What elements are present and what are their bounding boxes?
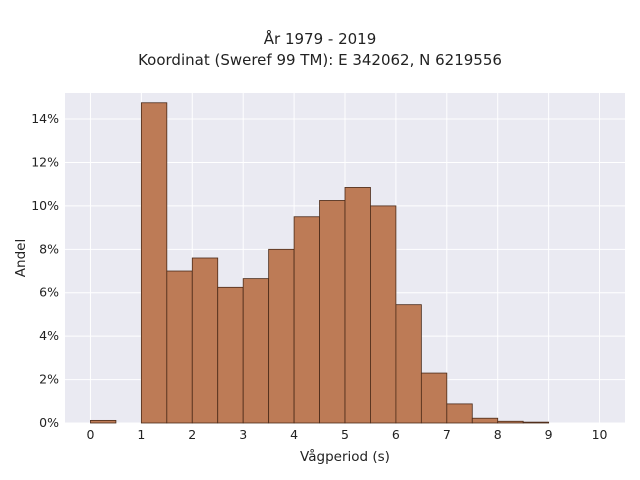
chart-title: År 1979 - 2019 [263, 30, 377, 48]
x-tick-label: 10 [592, 427, 608, 442]
x-tick-label: 2 [188, 427, 196, 442]
x-tick-label: 8 [494, 427, 502, 442]
histogram-bar [191, 257, 219, 424]
histogram-bar [242, 278, 270, 424]
x-tick-label: 3 [239, 427, 247, 442]
histogram-bar [319, 200, 346, 424]
x-tick-label: 0 [86, 427, 94, 442]
x-tick-label: 1 [137, 427, 145, 442]
y-tick-label: 14% [31, 111, 59, 126]
ticks-layer: 0 1 2 3 4 5 6 7 8 9 10 0% 2% 4% 6% 8% 10% 12% 14% [31, 111, 607, 442]
chart-subtitle: Koordinat (Sweref 99 TM): E 342062, N 62… [138, 51, 502, 69]
histogram-bar [395, 304, 422, 424]
histogram-bar [446, 403, 473, 424]
y-tick-label: 4% [39, 328, 59, 343]
histogram-bar [420, 372, 448, 424]
histogram-bar [344, 187, 371, 424]
histogram-bar [166, 270, 193, 424]
y-tick-label: 12% [31, 154, 59, 169]
y-tick-label: 6% [39, 285, 59, 300]
y-tick-label: 10% [31, 198, 59, 213]
x-tick-label: 6 [392, 427, 400, 442]
y-tick-label: 0% [39, 415, 59, 430]
y-tick-label: 8% [39, 241, 59, 256]
x-tick-label: 4 [290, 427, 298, 442]
histogram-bar [140, 102, 168, 424]
histogram-bar [90, 419, 117, 424]
histogram-bar [293, 216, 320, 424]
x-tick-label: 5 [341, 427, 349, 442]
bars-layer [90, 102, 550, 424]
histogram-bar [370, 205, 397, 424]
x-axis-label: Vågperiod (s) [300, 448, 390, 465]
histogram-bar [471, 417, 499, 424]
y-axis-label: Andel [13, 239, 29, 277]
histogram-bar [497, 420, 524, 424]
x-tick-label: 9 [545, 427, 553, 442]
histogram-bar [522, 421, 550, 424]
y-tick-label: 2% [39, 372, 59, 387]
histogram-bar [268, 248, 295, 424]
x-tick-label: 7 [443, 427, 451, 442]
histogram-bar [217, 286, 244, 424]
